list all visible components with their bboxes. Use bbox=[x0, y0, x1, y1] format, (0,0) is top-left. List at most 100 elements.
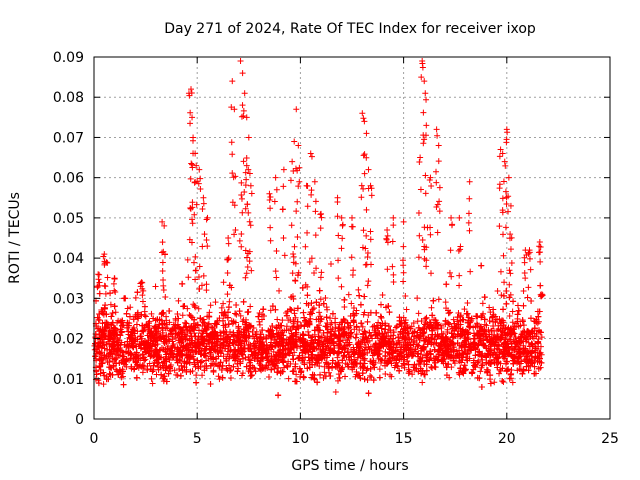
data-point bbox=[388, 373, 395, 380]
data-point bbox=[445, 307, 452, 314]
data-point bbox=[394, 340, 401, 347]
data-point bbox=[359, 323, 366, 330]
data-point bbox=[133, 374, 140, 381]
data-point bbox=[247, 362, 254, 369]
data-point bbox=[390, 329, 397, 336]
data-point bbox=[445, 361, 452, 368]
data-point bbox=[504, 358, 511, 365]
data-point bbox=[415, 342, 422, 349]
data-point bbox=[159, 321, 166, 328]
data-point bbox=[487, 309, 494, 316]
data-point bbox=[181, 358, 188, 365]
data-point bbox=[477, 368, 484, 375]
data-point bbox=[119, 373, 126, 380]
data-point bbox=[227, 375, 234, 382]
data-point bbox=[217, 350, 224, 357]
data-point bbox=[356, 326, 363, 333]
data-point bbox=[251, 342, 258, 349]
data-point bbox=[387, 327, 394, 334]
data-point bbox=[192, 304, 199, 311]
data-point bbox=[248, 348, 255, 355]
data-point bbox=[196, 285, 203, 292]
data-point bbox=[108, 346, 115, 353]
data-point bbox=[166, 319, 173, 326]
data-point bbox=[283, 327, 290, 334]
data-point bbox=[499, 317, 506, 324]
data-point bbox=[403, 306, 410, 313]
data-point bbox=[215, 373, 222, 380]
data-point bbox=[146, 360, 153, 367]
data-point bbox=[222, 345, 229, 352]
data-point bbox=[199, 358, 206, 365]
data-point bbox=[227, 328, 234, 335]
data-point bbox=[301, 361, 308, 368]
data-point bbox=[415, 310, 422, 317]
data-point bbox=[233, 311, 240, 318]
data-point bbox=[450, 316, 457, 323]
data-point bbox=[109, 309, 116, 316]
data-point bbox=[279, 317, 286, 324]
data-point bbox=[193, 372, 200, 379]
data-point bbox=[443, 281, 450, 288]
data-point bbox=[207, 349, 214, 356]
data-point bbox=[112, 309, 119, 316]
data-point bbox=[305, 328, 312, 335]
data-point bbox=[142, 313, 149, 320]
data-point bbox=[177, 344, 184, 351]
data-point bbox=[322, 349, 329, 356]
data-point bbox=[521, 328, 528, 335]
data-point bbox=[246, 359, 253, 366]
data-point bbox=[133, 321, 140, 328]
data-point bbox=[271, 355, 278, 362]
data-point bbox=[324, 352, 331, 359]
data-point bbox=[438, 352, 445, 359]
data-point bbox=[139, 298, 146, 305]
data-point bbox=[187, 313, 194, 320]
data-point bbox=[248, 372, 255, 379]
data-point bbox=[323, 314, 330, 321]
data-point bbox=[509, 379, 516, 386]
data-point bbox=[148, 345, 155, 352]
data-point bbox=[212, 299, 219, 306]
data-point bbox=[492, 319, 499, 326]
data-point bbox=[131, 365, 138, 372]
data-point bbox=[499, 378, 506, 385]
data-point bbox=[150, 315, 157, 322]
data-point bbox=[207, 380, 214, 387]
data-point bbox=[142, 348, 149, 355]
data-point bbox=[148, 375, 155, 382]
data-point bbox=[191, 361, 198, 368]
data-point bbox=[186, 328, 193, 335]
data-point bbox=[112, 356, 119, 363]
data-point bbox=[236, 308, 243, 315]
data-point bbox=[397, 350, 404, 357]
data-point bbox=[500, 321, 507, 328]
data-point bbox=[353, 331, 360, 338]
data-point bbox=[500, 378, 507, 385]
data-point bbox=[259, 327, 266, 334]
data-point bbox=[512, 334, 519, 341]
data-point bbox=[419, 379, 426, 386]
data-point bbox=[370, 377, 377, 384]
data-point bbox=[537, 282, 544, 289]
data-point bbox=[434, 356, 441, 363]
data-point bbox=[216, 376, 223, 383]
data-point bbox=[288, 294, 295, 301]
data-point bbox=[461, 331, 468, 338]
data-point bbox=[208, 324, 215, 331]
data-point bbox=[376, 374, 383, 381]
data-point bbox=[179, 327, 186, 334]
data-point bbox=[310, 305, 317, 312]
data-point bbox=[124, 305, 131, 312]
data-point bbox=[538, 334, 545, 341]
data-point bbox=[199, 372, 206, 379]
data-point bbox=[341, 304, 348, 311]
data-point bbox=[326, 347, 333, 354]
data-point bbox=[209, 324, 216, 331]
data-point bbox=[378, 360, 385, 366]
data-point bbox=[294, 305, 301, 312]
data-point bbox=[361, 357, 368, 364]
data-point bbox=[214, 317, 221, 324]
data-point bbox=[520, 288, 527, 295]
data-point bbox=[265, 373, 272, 380]
